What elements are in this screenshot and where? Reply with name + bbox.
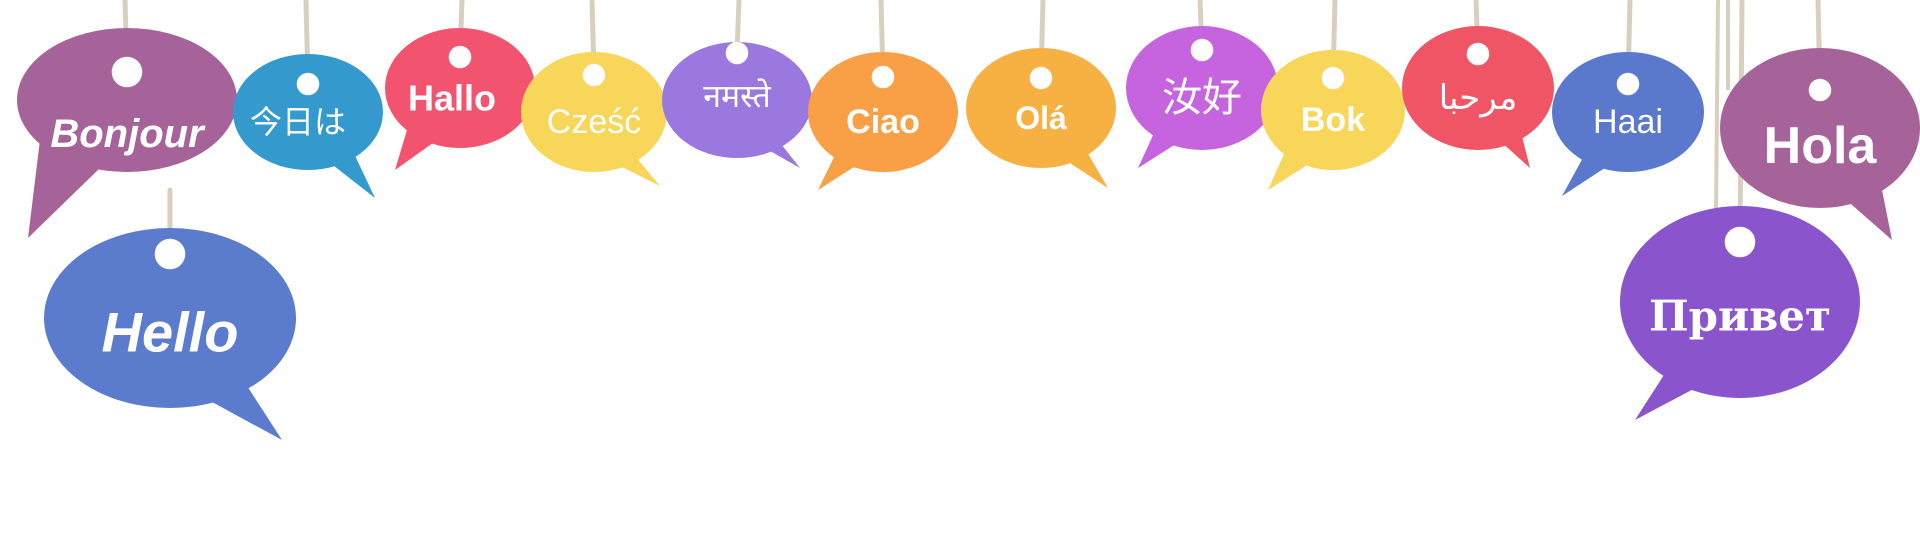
speech-bubble-spanish: Hola [1720, 48, 1920, 240]
bubble-body [233, 54, 383, 170]
bubble-body [662, 42, 812, 158]
hang-hole [154, 238, 186, 270]
hang-hole [1466, 42, 1490, 66]
hang-hole [1190, 38, 1214, 62]
speech-bubble-english: Hello [44, 228, 296, 440]
hang-hole [1029, 66, 1053, 90]
bubble-body [385, 28, 535, 148]
speech-bubble-german: Hallo [385, 28, 535, 170]
greeting-text: Hola [1764, 117, 1878, 175]
hang-hole [111, 56, 143, 88]
bubble-body [808, 52, 958, 172]
greeting-text: Ciao [846, 103, 920, 141]
hang-hole [296, 72, 320, 96]
bubble-body [1620, 206, 1860, 398]
hang-hole [1616, 72, 1640, 96]
greeting-text: Hallo [408, 78, 496, 119]
speech-bubble-portuguese: Olá [966, 48, 1116, 188]
hang-hole [725, 41, 749, 65]
greeting-text: Haai [1593, 103, 1663, 141]
speech-bubble-chinese: 汝好 [1126, 26, 1278, 168]
bubble-body [1552, 52, 1704, 172]
hang-hole [448, 45, 472, 69]
bubble-body [17, 28, 237, 172]
speech-bubble-hindi: नमस्ते [662, 41, 812, 168]
greeting-text: Hello [102, 301, 239, 364]
speech-bubble-russian: Привет [1620, 206, 1860, 420]
bubble-body [1402, 26, 1554, 150]
bubble-body [1261, 50, 1405, 170]
hang-hole [582, 63, 606, 87]
greeting-text: Olá [1015, 100, 1067, 136]
speech-bubble-croatian: Bok [1261, 50, 1405, 190]
hang-hole [1724, 226, 1756, 258]
bubble-body [1720, 48, 1920, 208]
greeting-text: नमस्ते [703, 77, 771, 115]
speech-bubble-italian: Ciao [808, 52, 958, 190]
greeting-text: Bok [1301, 101, 1365, 139]
greeting-text: 今日は [250, 103, 346, 141]
hang-hole [871, 65, 895, 89]
bubble-body [44, 228, 296, 408]
speech-bubble-french: Bonjour [17, 28, 237, 238]
bubble-body [966, 48, 1116, 168]
greeting-text: Привет [1649, 292, 1831, 341]
string [1714, 0, 1720, 211]
speech-bubble-polish: Cześć [521, 52, 667, 186]
bubble-body [521, 52, 667, 172]
greeting-text: Cześć [547, 103, 641, 141]
hang-hole [1321, 66, 1345, 90]
bubble-body [1126, 26, 1278, 150]
greeting-text: 汝好 [1162, 75, 1242, 121]
hang-hole [1808, 78, 1832, 102]
speech-bubble-afrikaans: Haai [1552, 52, 1704, 196]
speech-bubble-japanese: 今日は [233, 54, 383, 198]
speech-bubble-arabic: مرحبا [1402, 26, 1554, 168]
greeting-text: Bonjour [50, 112, 206, 156]
greeting-text: مرحبا [1439, 78, 1518, 118]
